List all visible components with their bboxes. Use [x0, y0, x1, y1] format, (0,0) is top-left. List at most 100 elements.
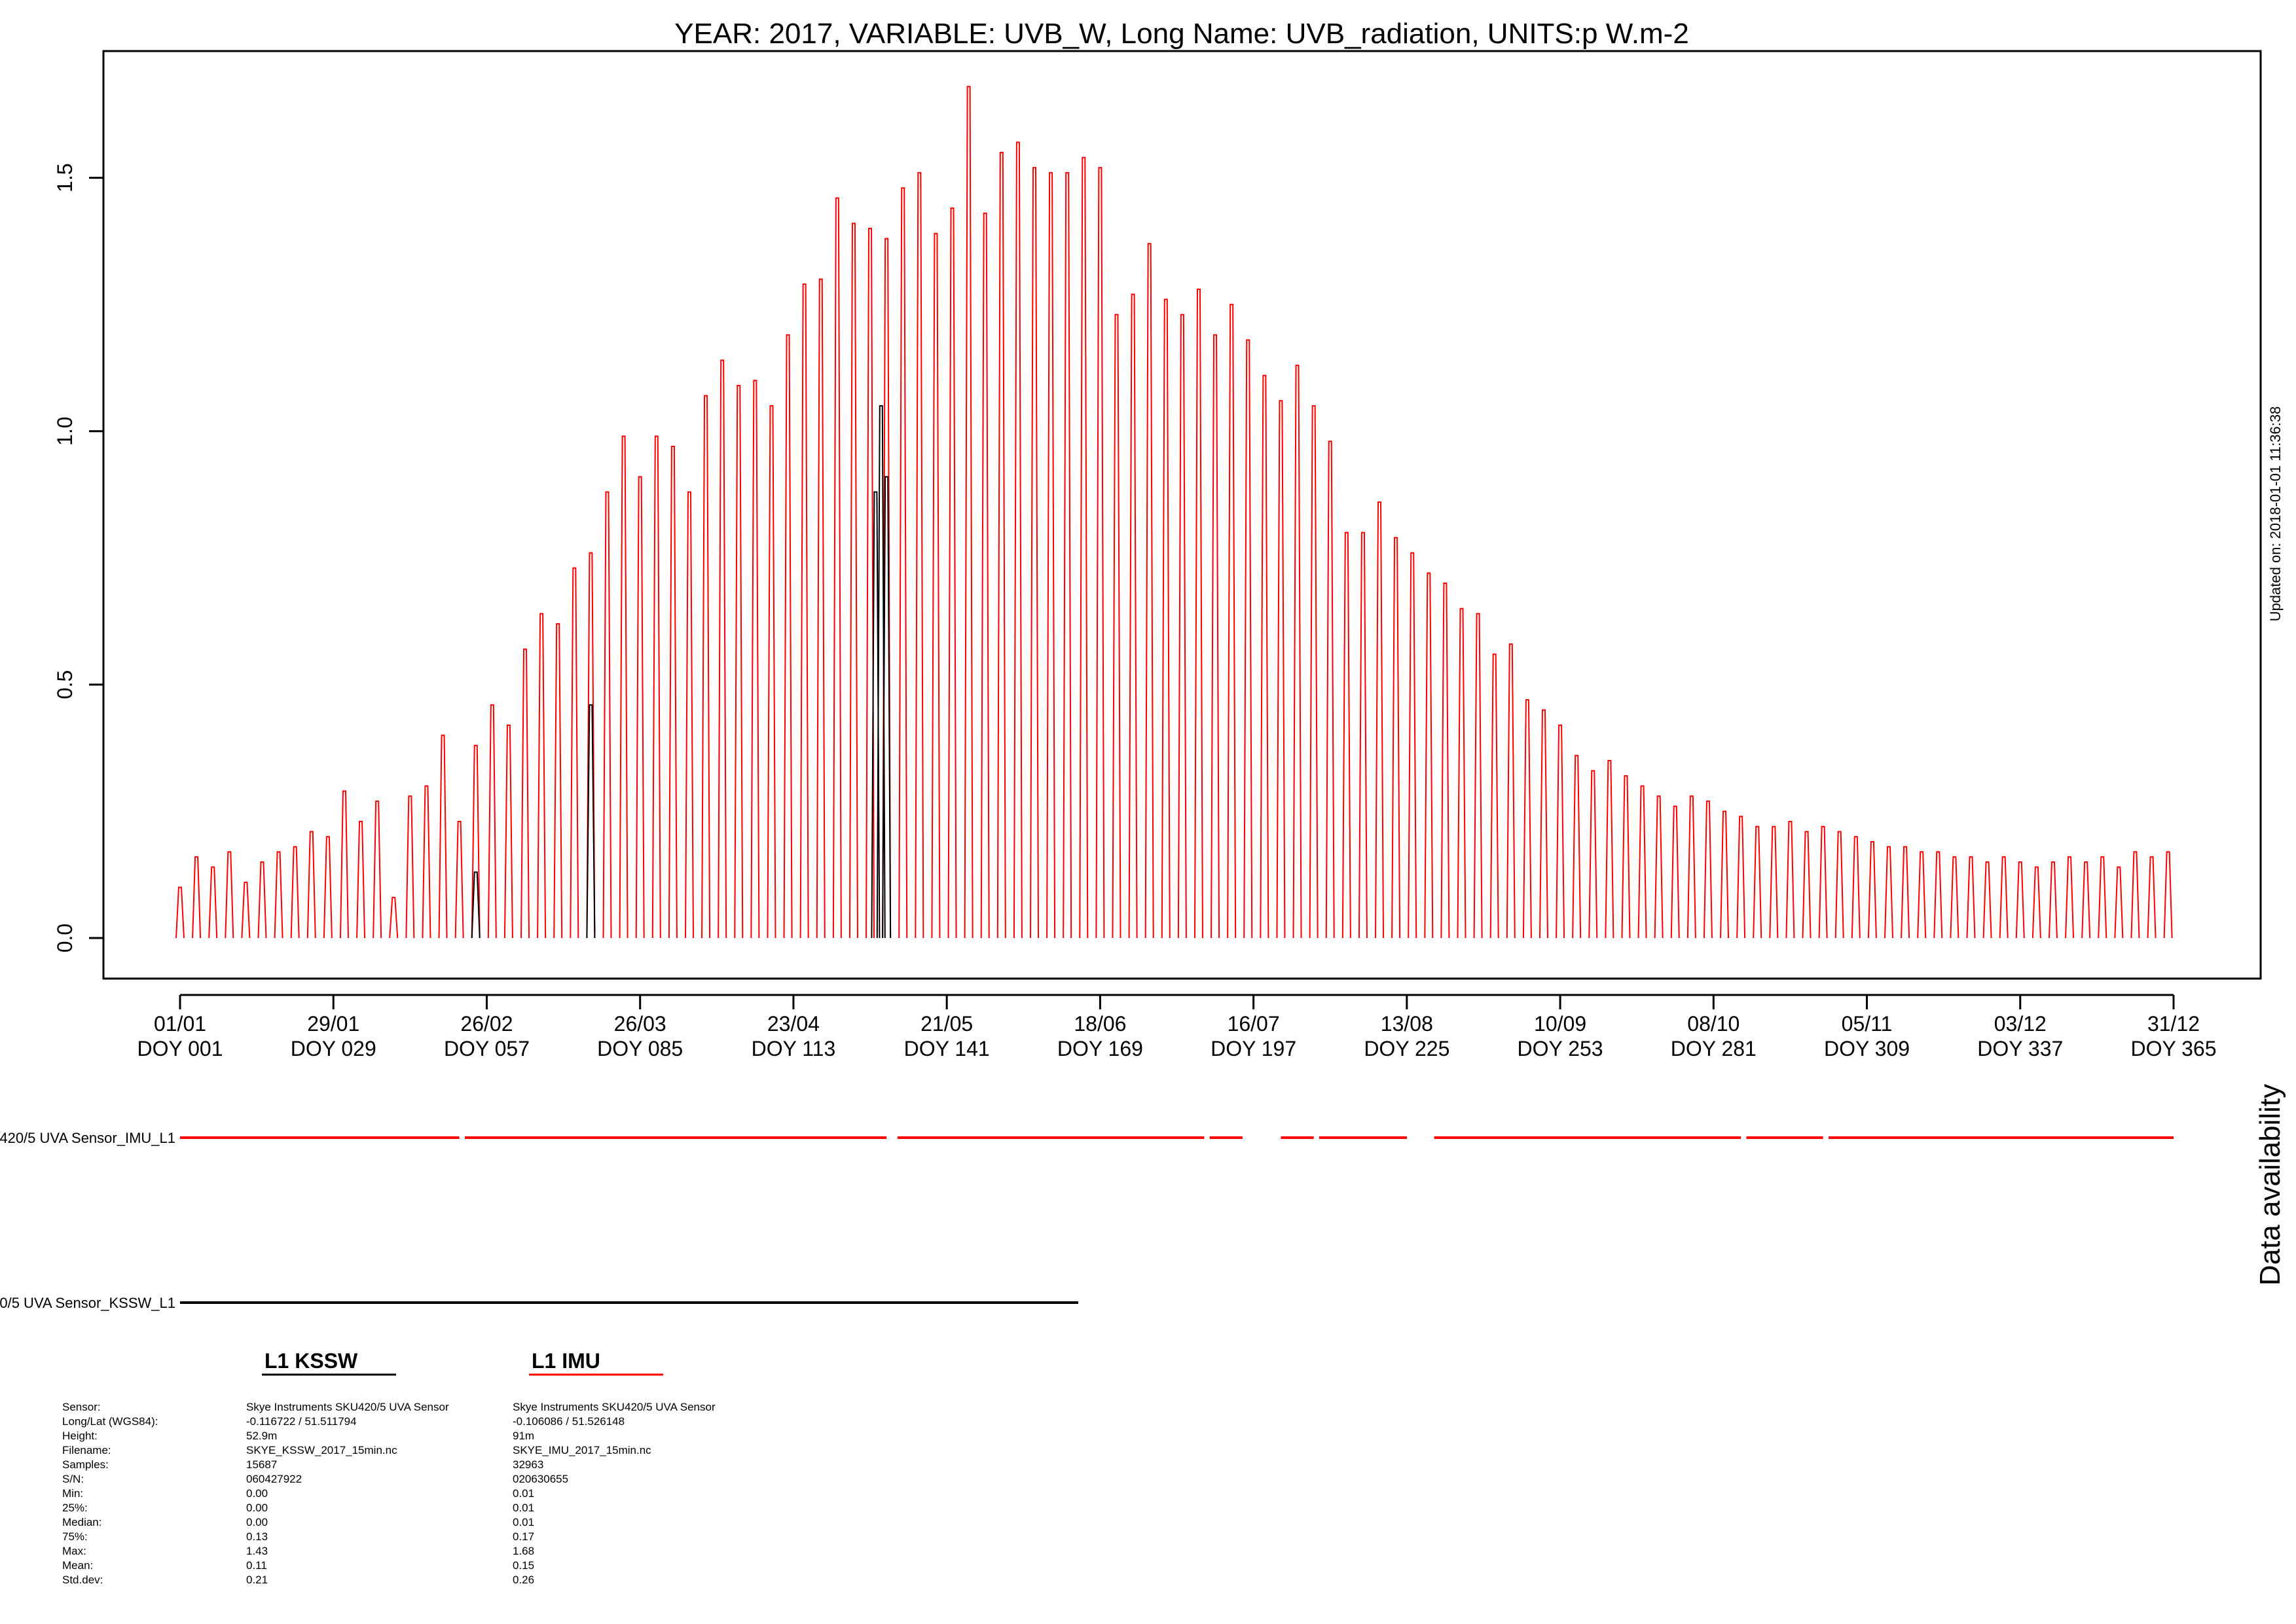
uvb-daily-peak — [586, 704, 596, 939]
x-tick-date: 29/01 — [307, 1012, 359, 1036]
meta-imu-value: 91m — [513, 1430, 534, 1442]
uvb-daily-peak — [848, 223, 858, 939]
x-tick-date: 26/02 — [460, 1012, 513, 1036]
uvb-daily-peak — [192, 856, 202, 939]
uvb-daily-peak — [668, 445, 678, 939]
meta-kssw-value: Skye Instruments SKU420/5 UVA Sensor — [246, 1401, 449, 1413]
x-tick-date: 21/05 — [920, 1012, 973, 1036]
uvb-daily-peak — [1408, 552, 1417, 939]
uvb-daily-peak — [2048, 861, 2058, 939]
meta-imu-value: 020630655 — [513, 1473, 568, 1485]
x-tick-date: 03/12 — [1994, 1012, 2047, 1036]
uvb-daily-peak — [1999, 856, 2009, 939]
meta-kssw-value: 15687 — [246, 1458, 277, 1471]
uvb-daily-peak — [1276, 400, 1286, 939]
meta-imu-value: 0.01 — [513, 1487, 534, 1500]
updated-timestamp: Updated on: 2018-01-01 11:36:38 — [2267, 406, 2284, 622]
data-availability: Skye Instruments SKU420/5 UVA Sensor_IMU… — [0, 1130, 2174, 1311]
uvb-daily-peak — [1621, 775, 1631, 939]
uvb-daily-peak — [570, 567, 579, 939]
uvb-daily-peak — [306, 831, 316, 939]
x-tick-date: 13/08 — [1381, 1012, 1433, 1036]
uvb-daily-peak — [1933, 851, 1943, 939]
uvb-daily-peak — [175, 886, 185, 939]
uvb-daily-peak — [208, 866, 218, 939]
meta-imu-value: 0.17 — [513, 1530, 534, 1543]
x-tick-date: 08/10 — [1687, 1012, 1740, 1036]
uvb-daily-peak — [1440, 583, 1450, 939]
uvb-daily-peak — [1243, 339, 1253, 939]
x-tick-doy: DOY 169 — [1057, 1037, 1143, 1060]
uvb-daily-peak — [503, 724, 513, 939]
uvb-daily-peak — [1867, 840, 1877, 939]
meta-imu-value: Skye Instruments SKU420/5 UVA Sensor — [513, 1401, 716, 1413]
x-tick-doy: DOY 253 — [1518, 1037, 1603, 1060]
uvb-daily-peak — [356, 820, 366, 939]
uvb-daily-peak — [1358, 532, 1368, 939]
uvb-daily-peak — [1884, 846, 1893, 939]
meta-kssw-value: SKYE_KSSW_2017_15min.nc — [246, 1444, 397, 1456]
uvb-daily-peak — [1966, 856, 1976, 939]
availability-row: Skye Instruments SKU420/5 UVA Sensor_IMU… — [0, 1130, 2174, 1146]
uvb-daily-peak — [1473, 613, 1483, 939]
uvb-daily-peak — [339, 790, 349, 939]
uvb-daily-peak — [1670, 805, 1680, 939]
legend-kssw: L1 KSSW — [262, 1349, 396, 1376]
meta-label: Height: — [62, 1430, 98, 1442]
uvb-daily-peak — [520, 648, 530, 939]
uvb-daily-peak — [454, 820, 464, 939]
uvb-daily-peak — [1720, 810, 1730, 939]
x-tick-doy: DOY 197 — [1211, 1037, 1296, 1060]
uvb-daily-peak — [1046, 171, 1056, 939]
uvb-daily-peak — [1588, 770, 1598, 939]
meta-kssw-value: 060427922 — [246, 1473, 302, 1485]
meta-label: Long/Lat (WGS84): — [62, 1415, 158, 1428]
meta-label: Sensor: — [62, 1401, 101, 1413]
uvb-daily-peak — [1572, 755, 1582, 939]
availability-row-label: Skye Instruments SKU420/5 UVA Sensor_KSS… — [0, 1295, 175, 1311]
uvb-daily-peak — [947, 208, 957, 939]
plot-frame — [102, 50, 2262, 980]
uvb-daily-peak — [619, 435, 629, 939]
uvb-daily-peak — [1341, 532, 1351, 939]
x-tick-date: 23/04 — [767, 1012, 820, 1036]
meta-imu-value: 0.01 — [513, 1502, 534, 1514]
uvb-daily-peak — [1030, 167, 1039, 939]
uvb-daily-peak — [1211, 334, 1220, 939]
meta-kssw-value: 0.13 — [246, 1530, 268, 1543]
x-tick-doy: DOY 057 — [444, 1037, 530, 1060]
uvb-daily-peak — [422, 785, 431, 939]
uvb-daily-peak — [1785, 820, 1795, 939]
meta-kssw-value: 0.00 — [246, 1516, 268, 1528]
uvb-daily-peak — [1260, 374, 1269, 939]
meta-imu-value: -0.106086 / 51.526148 — [513, 1415, 625, 1428]
uvb-daily-peak — [2114, 866, 2124, 939]
uvb-daily-peak — [915, 171, 924, 939]
uvb-daily-peak — [438, 734, 448, 939]
uvb-daily-peak — [1703, 800, 1713, 939]
meta-label: S/N: — [62, 1473, 84, 1485]
uvb-daily-peak — [1194, 288, 1203, 939]
uvb-daily-peak — [996, 151, 1006, 939]
uvb-daily-peak — [1424, 572, 1434, 939]
meta-kssw-value: 1.43 — [246, 1545, 268, 1557]
meta-kssw-value: 0.11 — [246, 1559, 267, 1572]
uvb-daily-peak — [799, 283, 809, 939]
uvb-daily-peak — [1802, 831, 1812, 939]
series-l1-kssw — [471, 405, 892, 939]
uvb-daily-peak — [898, 187, 908, 939]
y-tick-label: 0.0 — [53, 924, 77, 952]
uvb-daily-peak — [1917, 851, 1927, 939]
x-tick-doy: DOY 281 — [1671, 1037, 1757, 1060]
meta-imu-value: 0.01 — [513, 1516, 534, 1528]
uvb-daily-peak — [1144, 243, 1154, 939]
uvb-daily-peak — [1950, 856, 1959, 939]
uvb-daily-peak — [816, 278, 826, 939]
uvb-daily-peak — [832, 197, 842, 939]
x-tick-doy: DOY 029 — [291, 1037, 376, 1060]
uvb-daily-peak — [405, 795, 415, 939]
uvb-daily-peak — [1292, 365, 1302, 939]
uvb-daily-peak — [1736, 816, 1746, 939]
